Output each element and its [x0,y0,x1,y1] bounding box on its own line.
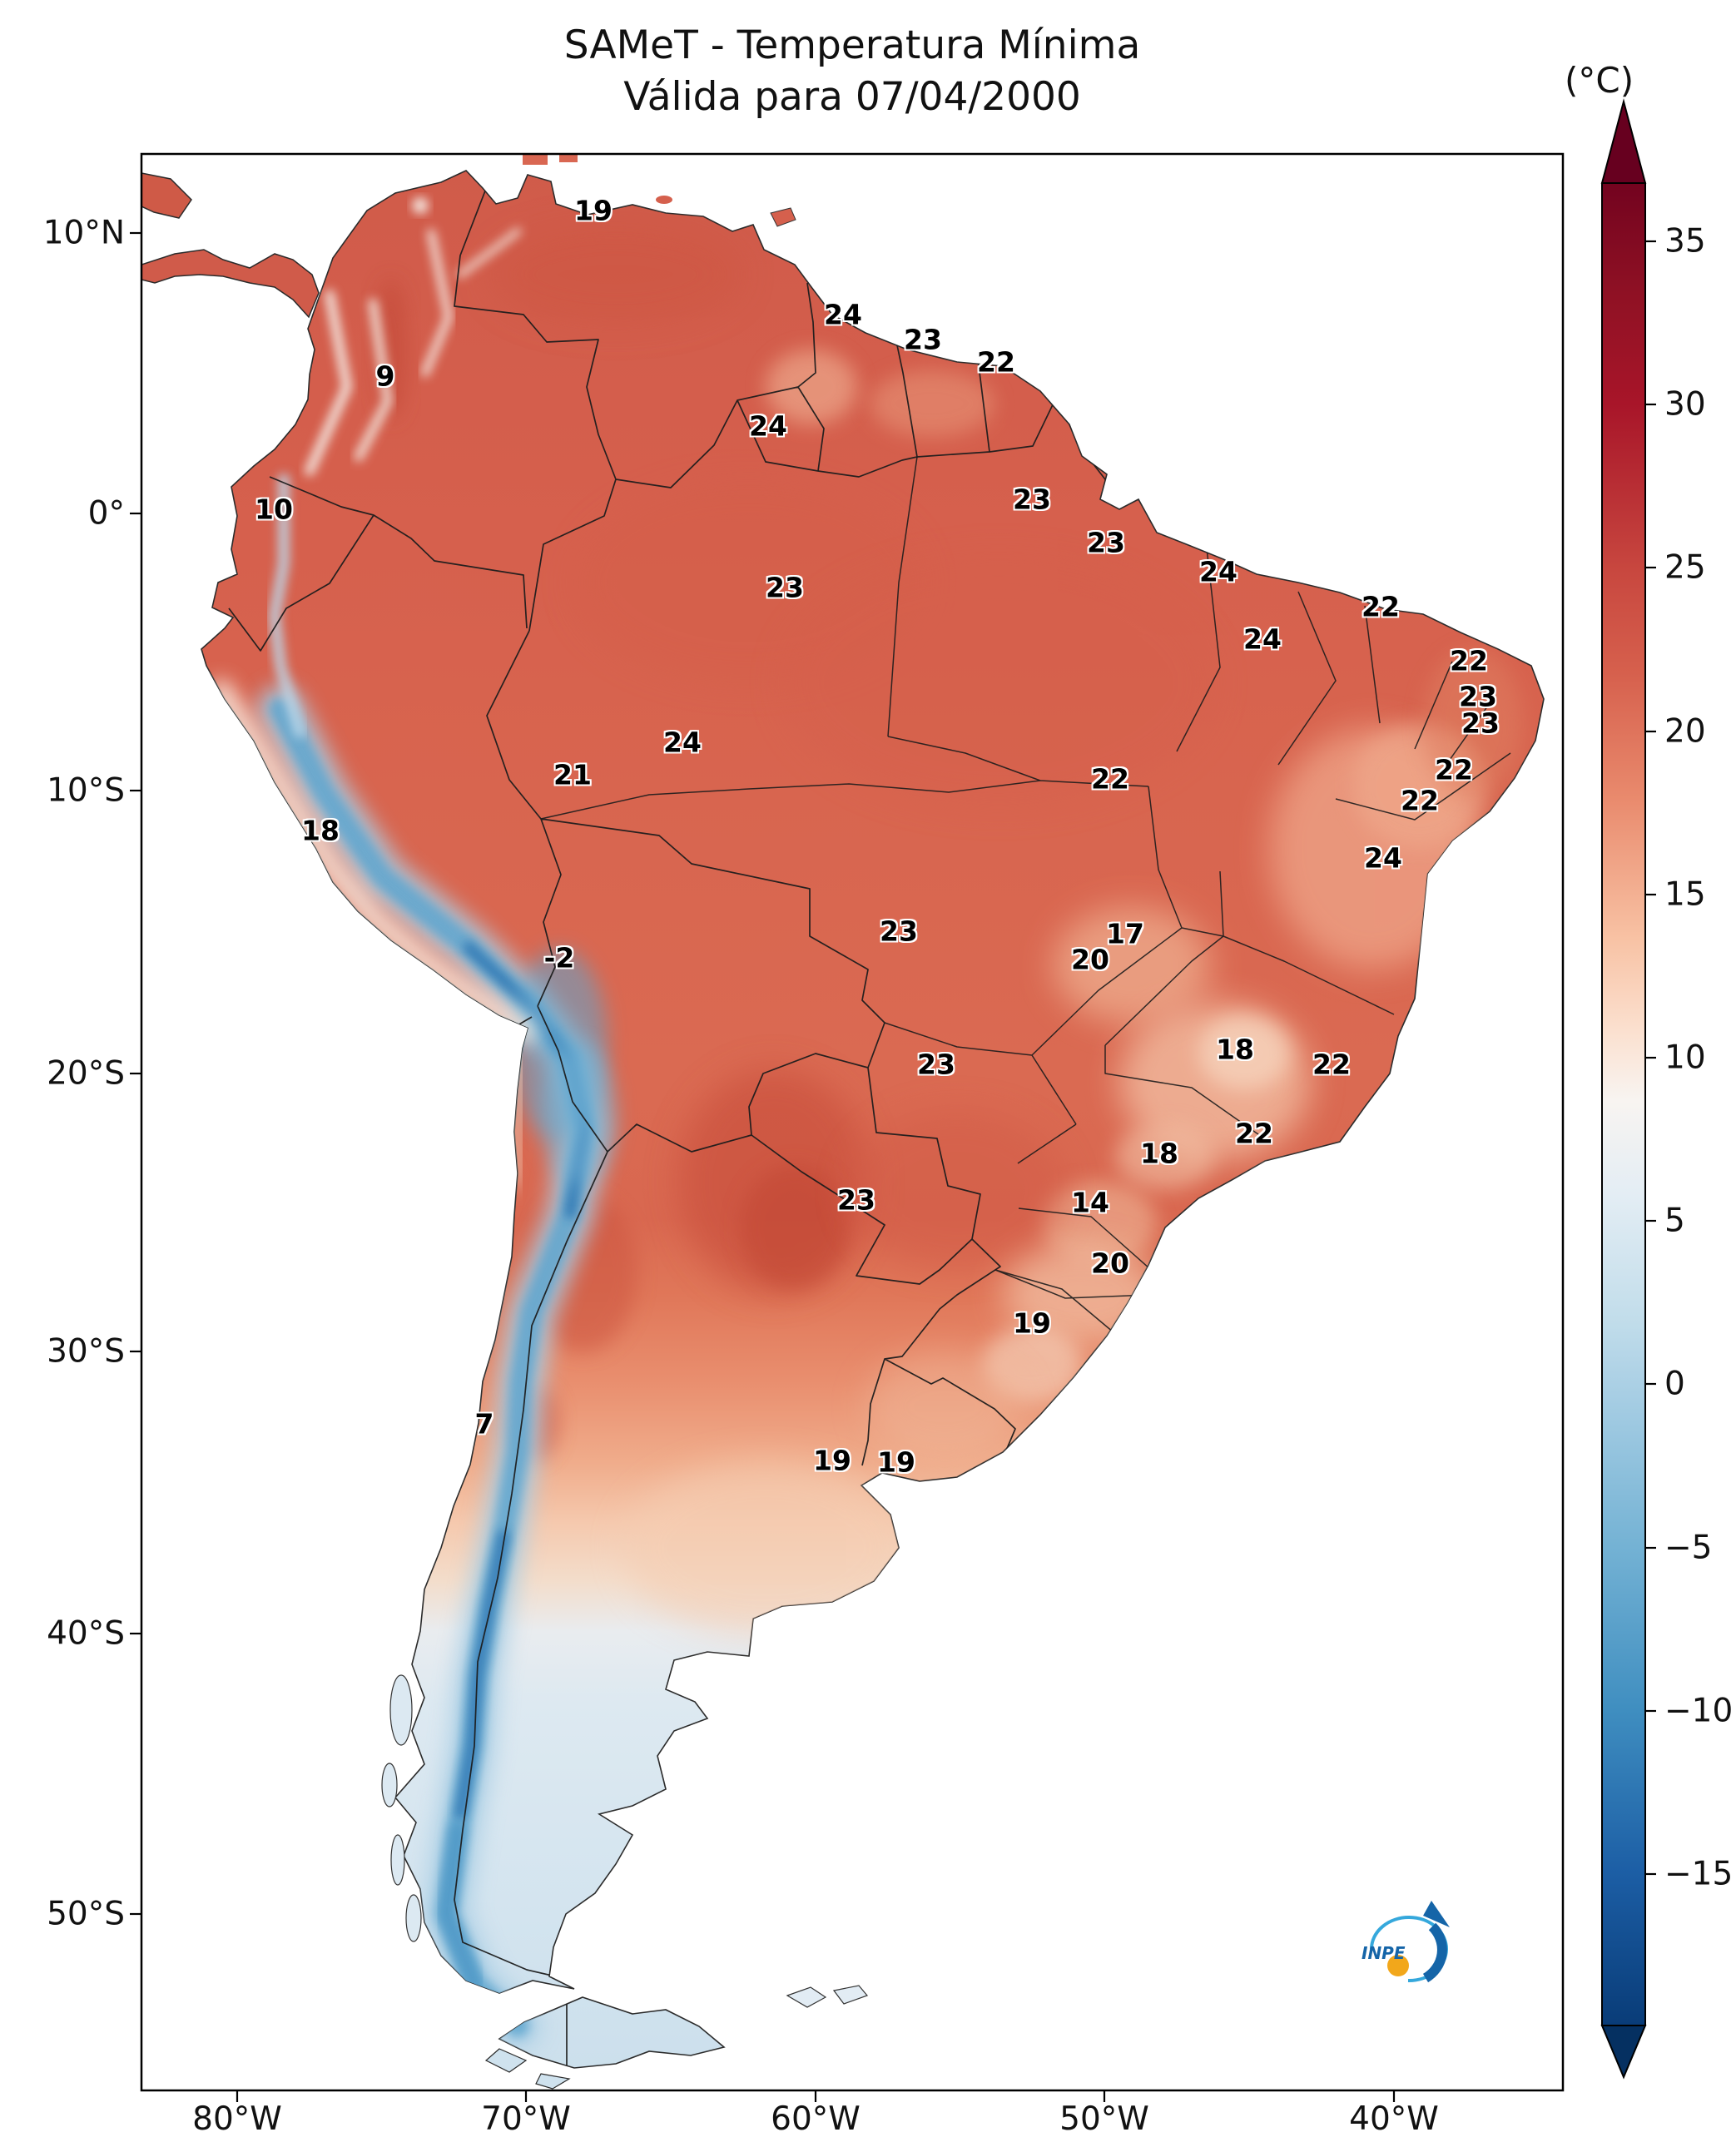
inpe-logo-arrowhead [1423,1901,1450,1927]
inpe-logo-orange-dot [1387,1955,1409,1976]
title-line-2: Válida para 07/04/2000 [623,74,1081,121]
colorbar-tick-marks [1645,240,1656,1876]
colorbar [1600,98,1656,2080]
colorbar-top-arrow [1600,98,1647,184]
chart-title: SAMeT - Temperatura Mínima Válida para 0… [141,20,1563,123]
colorbar-unit-label: (°C) [1565,60,1634,101]
title-line-1: SAMeT - Temperatura Mínima [563,22,1141,68]
inpe-logo-arrow-arc [1422,1922,1447,1983]
islands [381,155,869,2090]
axis-tick-marks [130,231,1396,2102]
colorbar-bottom-arrow [1600,2025,1647,2080]
map-land-group [141,155,1545,2090]
inpe-logo-text: INPE [1362,1943,1406,1963]
temperature-field-shading [210,181,1523,2067]
brazil-state-borders [540,456,1511,1333]
plot-frame [140,152,1565,2092]
colorbar-gradient [1601,182,1646,2026]
inpe-logo: INPE [1362,1901,1450,1983]
